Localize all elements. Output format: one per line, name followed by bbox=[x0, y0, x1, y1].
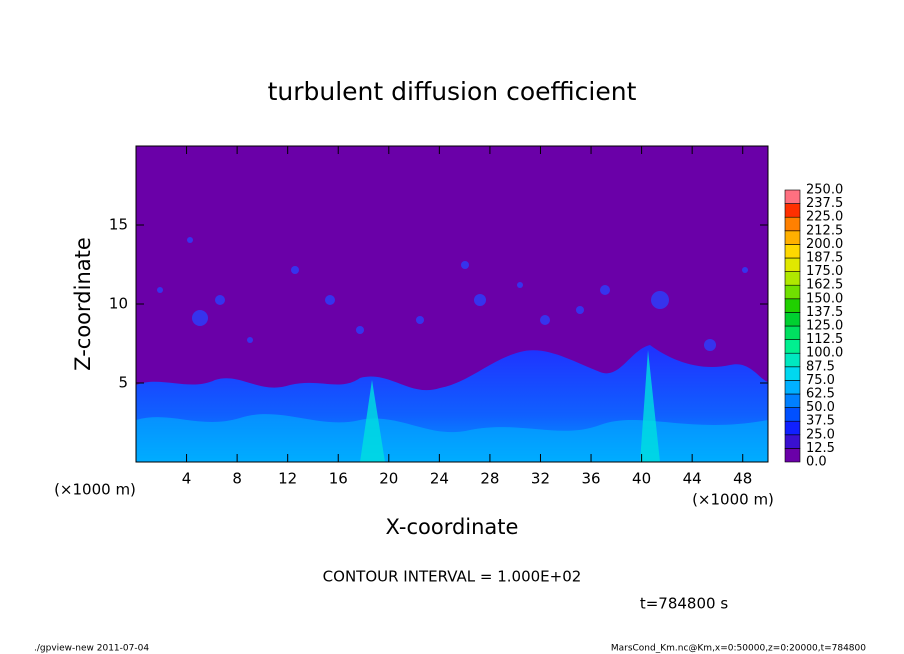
x-tick-label: 40 bbox=[632, 470, 651, 488]
colorbar-label: 12.5 bbox=[806, 441, 835, 456]
x-tick-label: 24 bbox=[430, 470, 449, 488]
colorbar-label: 137.5 bbox=[806, 305, 843, 320]
colorbar-label: 62.5 bbox=[806, 387, 835, 402]
colorbar-box bbox=[784, 420, 801, 436]
colorbar-label: 225.0 bbox=[806, 210, 843, 225]
colorbar-box bbox=[784, 407, 801, 422]
x-tick-label: 48 bbox=[733, 470, 752, 488]
colorbar-label: 50.0 bbox=[806, 400, 835, 415]
x-tick-label: 28 bbox=[480, 470, 499, 488]
colorbar-box bbox=[784, 257, 801, 272]
eddies bbox=[157, 237, 748, 351]
colorbar-box bbox=[784, 271, 801, 286]
time-label: t=784800 s bbox=[640, 595, 728, 613]
colorbar-box bbox=[784, 448, 801, 463]
y-axis-label: Z-coordinate bbox=[71, 237, 95, 371]
x-unit: (×1000 m) bbox=[692, 491, 774, 509]
colorbar-box bbox=[784, 393, 801, 408]
footer-left: ./gpview-new 2011-07-04 bbox=[34, 644, 149, 654]
colorbar-box bbox=[784, 352, 801, 368]
colorbar-label: 237.5 bbox=[806, 196, 843, 211]
x-tick-label: 8 bbox=[232, 470, 242, 488]
y-tick-label: 5 bbox=[118, 374, 128, 392]
colorbar-label: 112.5 bbox=[806, 332, 843, 347]
colorbar-label: 87.5 bbox=[806, 359, 835, 374]
x-tick-label: 16 bbox=[329, 470, 348, 488]
colorbar-label: 0.0 bbox=[806, 455, 827, 470]
colorbar-label: 37.5 bbox=[806, 414, 835, 429]
colorbar-label: 75.0 bbox=[806, 373, 835, 388]
turbulent-layer bbox=[136, 414, 768, 462]
field bbox=[136, 237, 768, 462]
x-tick-label: 12 bbox=[278, 470, 297, 488]
footer-right: MarsCond_Km.nc@Km,x=0:50000,z=0:20000,t=… bbox=[611, 644, 866, 654]
colorbar-box bbox=[784, 203, 801, 218]
colorbar-box bbox=[784, 380, 801, 395]
colorbar-box bbox=[784, 325, 801, 340]
x-tick-label: 36 bbox=[581, 470, 600, 488]
colorbar-label: 162.5 bbox=[806, 278, 843, 293]
x-tick-label: 4 bbox=[182, 470, 192, 488]
colorbar-label: 250.0 bbox=[806, 183, 843, 198]
colorbar-box bbox=[784, 298, 801, 313]
colorbar-label: 150.0 bbox=[806, 291, 843, 306]
colorbar-label: 200.0 bbox=[806, 237, 843, 252]
colorbar-label: 100.0 bbox=[806, 346, 843, 361]
chart-title: turbulent diffusion coefficient bbox=[268, 77, 637, 106]
colorbar-box bbox=[784, 434, 801, 449]
colorbar-label: 25.0 bbox=[806, 427, 835, 442]
y-tick-label: 15 bbox=[109, 216, 128, 234]
x-unit: (×1000 m) bbox=[54, 481, 136, 499]
colorbar-label: 125.0 bbox=[806, 319, 843, 334]
colorbar-box bbox=[784, 216, 801, 232]
colorbar-label: 187.5 bbox=[806, 251, 843, 266]
colorbar-label: 212.5 bbox=[806, 223, 843, 238]
colorbar-label: 175.0 bbox=[806, 264, 843, 279]
contour-interval: CONTOUR INTERVAL = 1.000E+02 bbox=[323, 568, 582, 586]
colorbar-box bbox=[784, 244, 801, 259]
colorbar-box bbox=[784, 339, 801, 354]
x-tick-label: 44 bbox=[683, 470, 702, 488]
colorbar-box bbox=[784, 230, 801, 245]
x-axis-label: X-coordinate bbox=[386, 515, 519, 539]
colorbar-box bbox=[784, 312, 801, 327]
colorbar-box bbox=[784, 284, 801, 300]
colorbar-box bbox=[784, 366, 801, 381]
y-tick-label: 10 bbox=[109, 295, 128, 313]
x-tick-label: 20 bbox=[379, 470, 398, 488]
x-tick-label: 32 bbox=[531, 470, 550, 488]
colorbar-box bbox=[784, 189, 801, 204]
